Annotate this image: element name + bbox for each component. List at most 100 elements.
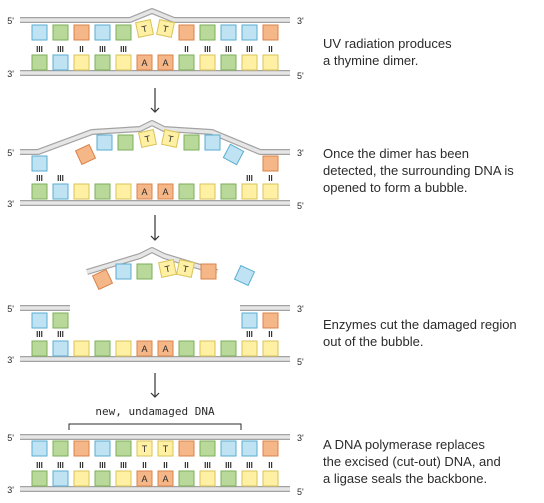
green-base-box [31, 54, 48, 71]
orange-base-box [157, 54, 174, 71]
orange-base-box [178, 440, 195, 457]
green-base [115, 440, 132, 457]
hydrogen-bond: II [184, 45, 188, 54]
orange-base-box [136, 54, 153, 71]
hydrogen-bond: II [268, 174, 272, 183]
base-letter: A [162, 187, 168, 197]
yellow-base-box [199, 340, 216, 357]
base-letter: T [182, 264, 190, 275]
green-base [94, 340, 111, 357]
orange-base: A [136, 183, 153, 200]
blue-base [52, 470, 69, 487]
yellow-base: T [135, 19, 154, 38]
step-3-arrow [150, 373, 160, 398]
orange-base [262, 155, 279, 172]
hydrogen-bond: III [120, 45, 127, 54]
blue-base-box [94, 440, 111, 457]
yellow-base [115, 470, 132, 487]
green-base-box [220, 183, 237, 200]
base-letter: T [144, 133, 152, 144]
blue-base [241, 440, 258, 457]
hydrogen-bond: II [79, 461, 83, 470]
blue-base [115, 263, 132, 280]
hydrogen-bond: II [268, 45, 272, 54]
green-base-box [183, 134, 200, 151]
top-three-prime-label: 3' [297, 16, 304, 26]
blue-base [52, 183, 69, 200]
green-base [94, 54, 111, 71]
hydrogen-bond: III [36, 330, 43, 339]
blue-base-box [31, 24, 48, 41]
green-base-box [94, 470, 111, 487]
yellow-base-box [73, 54, 90, 71]
yellow-base-box [73, 183, 90, 200]
hydrogen-bond: III [225, 461, 232, 470]
yellow-base: T [136, 440, 153, 457]
green-base-box [94, 54, 111, 71]
hydrogen-bond: III [204, 461, 211, 470]
blue-base [31, 440, 48, 457]
base-letter: A [141, 344, 147, 354]
orange-base-box [262, 312, 279, 329]
bottom-three-prime-label: 3' [7, 69, 14, 79]
green-base-box [94, 183, 111, 200]
step-2-caption: Once the dimer has been detected, the su… [323, 146, 514, 195]
step-1-caption: UV radiation produces a thymine dimer. [323, 36, 452, 68]
yellow-base-box [241, 54, 258, 71]
blue-base [94, 440, 111, 457]
yellow-base-box [115, 340, 132, 357]
hydrogen-bond: II [268, 461, 272, 470]
orange-base-box [136, 470, 153, 487]
bottom-three-prime-label: 3' [7, 355, 14, 365]
step-3-caption: Enzymes cut the damaged region out of th… [323, 317, 517, 349]
blue-base-box [115, 263, 132, 280]
blue-base-box [52, 54, 69, 71]
yellow-base [115, 183, 132, 200]
orange-base-box [91, 268, 114, 291]
yellow-base-box [262, 54, 279, 71]
yellow-base-box [115, 470, 132, 487]
green-base [178, 183, 195, 200]
orange-base-box [136, 340, 153, 357]
yellow-base [73, 183, 90, 200]
green-base [31, 54, 48, 71]
blue-base-box [52, 470, 69, 487]
blue-base [31, 312, 48, 329]
green-base-box [52, 440, 69, 457]
new-dna-bracket [68, 423, 242, 430]
yellow-base [262, 54, 279, 71]
yellow-base-box [241, 340, 258, 357]
base-letter: T [142, 444, 148, 454]
blue-base-box [52, 340, 69, 357]
yellow-base-box [73, 470, 90, 487]
green-base-box [52, 24, 69, 41]
hydrogen-bond: II [184, 461, 188, 470]
green-base [31, 340, 48, 357]
green-base-box [52, 312, 69, 329]
blue-base [241, 312, 258, 329]
blue-base-box [220, 24, 237, 41]
orange-base [262, 312, 279, 329]
yellow-base: T [176, 259, 195, 278]
blue-base-box [96, 134, 113, 151]
bottom-five-prime-label: 5' [297, 201, 304, 211]
orange-base [74, 143, 97, 166]
base-letter: T [164, 263, 172, 274]
yellow-base [73, 54, 90, 71]
top-backbone [20, 121, 290, 154]
yellow-base: T [161, 129, 180, 148]
blue-base-box [241, 440, 258, 457]
hydrogen-bond: III [246, 174, 253, 183]
base-letter: A [162, 344, 168, 354]
yellow-base-box [157, 440, 174, 457]
bottom-five-prime-label: 5' [297, 357, 304, 367]
yellow-base-box [136, 440, 153, 457]
green-base-box [178, 54, 195, 71]
yellow-base-box [262, 183, 279, 200]
green-base-box [115, 440, 132, 457]
yellow-base: T [138, 129, 157, 148]
green-base [94, 470, 111, 487]
top-three-prime-label: 3' [297, 433, 304, 443]
green-base [178, 340, 195, 357]
